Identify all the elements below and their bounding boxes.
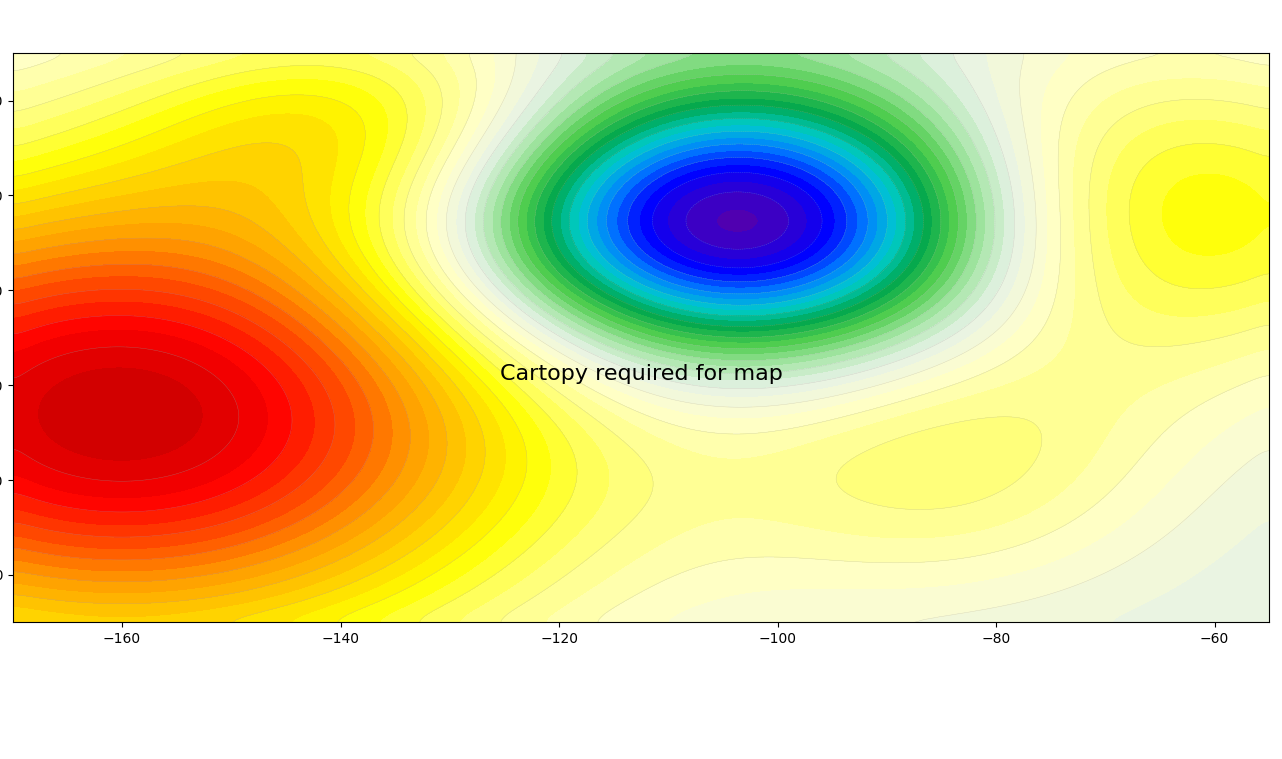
Text: Cartopy required for map: Cartopy required for map	[500, 364, 782, 383]
